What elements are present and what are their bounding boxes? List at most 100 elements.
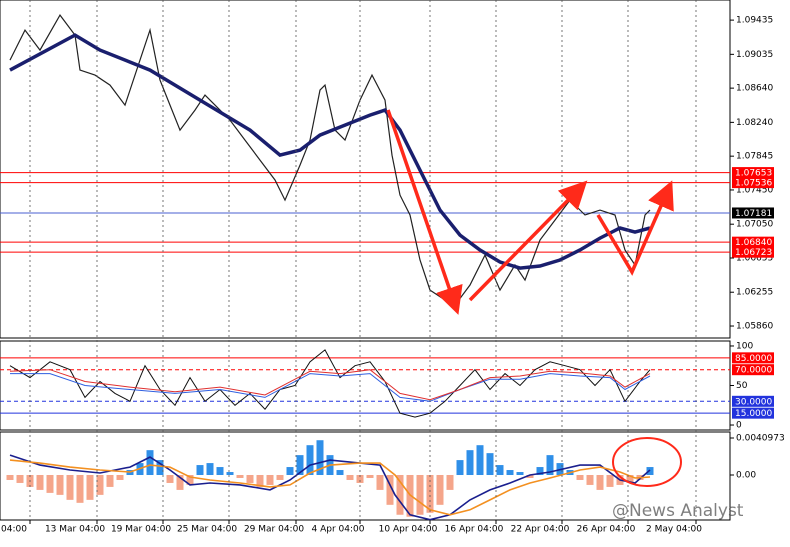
x-tick-label: 29 Mar 04:00: [244, 525, 304, 535]
y-tick-label: 1.07450: [736, 185, 773, 195]
level-label: 1.07181: [735, 209, 772, 219]
watermark: @News Analyst: [612, 501, 744, 521]
histogram-bar: [106, 475, 114, 487]
histogram-bar: [196, 465, 204, 476]
histogram-bar: [206, 463, 214, 476]
x-tick-label: 25 Mar 04:00: [177, 525, 237, 535]
y-tick-label: 100: [736, 341, 753, 351]
y-tick-label: 1.06655: [736, 253, 773, 263]
y-tick-label: 1.06255: [736, 288, 773, 298]
histogram-bar: [516, 472, 524, 476]
annotations: [386, 109, 682, 487]
histogram-bar: [226, 472, 234, 476]
arrow-up: [468, 180, 588, 302]
level-label: 1.07536: [735, 179, 772, 189]
histogram-bar: [166, 475, 174, 483]
histogram-bar: [266, 475, 274, 485]
x-tick-label: 16 Apr 04:00: [445, 525, 504, 535]
histogram-bar: [296, 455, 304, 476]
y-tick-label: 1.07050: [736, 220, 773, 230]
histogram-bar: [256, 475, 264, 487]
x-tick-label: 2 May 04:00: [646, 525, 702, 535]
histogram-bar: [486, 453, 494, 476]
histogram-bar: [336, 470, 344, 476]
histogram-bar: [546, 455, 554, 476]
histogram-bar: [186, 475, 194, 485]
level-label-box: [732, 395, 774, 407]
histogram-bar: [346, 475, 354, 480]
histogram-bar: [16, 475, 24, 483]
histogram-bar: [456, 460, 464, 476]
level-label-box: [732, 177, 774, 189]
level-label: 1.07653: [735, 169, 772, 179]
series-line: [9, 349, 651, 418]
level-label-box: [732, 407, 774, 419]
series-line: [10, 373, 651, 402]
x-tick-label: 04:00: [1, 525, 27, 535]
series-line: [9, 369, 651, 401]
histogram-bar: [6, 475, 14, 480]
x-tick-label: 4 Apr 04:00: [312, 525, 365, 535]
level-label: 85.0000: [735, 354, 772, 364]
histogram-bar: [36, 475, 44, 490]
histogram-bar: [46, 475, 54, 493]
y-tick-label: 1.07845: [736, 152, 773, 162]
oscillator-panel: [0, 340, 731, 431]
x-tick-label: 13 Mar 04:00: [45, 525, 105, 535]
histogram-bar: [466, 450, 474, 476]
histogram-bar: [236, 475, 244, 478]
histogram-bar: [66, 475, 74, 500]
x-tick-label: 26 Apr 04:00: [577, 525, 636, 535]
level-label: 1.06840: [735, 238, 772, 248]
y-tick-label: 1.09435: [736, 16, 773, 26]
histogram-bar: [146, 450, 154, 476]
histogram-bar: [396, 475, 404, 515]
histogram-bar: [306, 445, 314, 476]
arrow-zigzag: [596, 180, 674, 276]
histogram-bar: [416, 475, 424, 515]
histogram-bar: [496, 465, 504, 476]
y-tick-label: 1.08240: [736, 118, 773, 128]
histogram-bar: [96, 475, 104, 495]
histogram-bar: [376, 475, 384, 490]
x-tick-label: 10 Apr 04:00: [379, 525, 438, 535]
level-label-box: [732, 236, 774, 248]
highlight-circle: [612, 437, 682, 487]
histogram-bar: [626, 475, 634, 483]
histogram-bar: [436, 475, 444, 505]
price-panel: [0, 0, 731, 339]
histogram-bar: [576, 475, 584, 480]
histogram-bar: [536, 467, 544, 476]
histogram-bar: [116, 475, 124, 480]
histogram-bar: [276, 475, 284, 480]
histogram-bar: [156, 460, 164, 476]
y-tick-label: 0.00: [736, 471, 756, 481]
histogram-bar: [386, 475, 394, 505]
histogram-bar: [176, 475, 184, 490]
y-tick-label: 0.0040973: [736, 433, 785, 443]
level-label-box: [732, 167, 774, 179]
y-tick-label: 0: [736, 421, 742, 431]
histogram-bar: [446, 475, 454, 490]
histogram-bar: [476, 445, 484, 476]
x-tick-label: 22 Apr 04:00: [511, 525, 570, 535]
histogram-bar: [596, 475, 604, 490]
histogram-bar: [586, 475, 594, 485]
level-label-box: [732, 246, 774, 258]
histogram-bar: [606, 475, 614, 487]
histogram-bar: [86, 475, 94, 500]
histogram-bar: [76, 475, 84, 503]
series-line: [9, 454, 651, 521]
y-tick-label: 1.08640: [736, 84, 773, 94]
histogram-bar: [426, 475, 434, 513]
histogram-bar: [506, 470, 514, 476]
histogram-bar: [316, 440, 324, 476]
level-label-box: [732, 364, 774, 376]
y-tick-label: 1.09035: [736, 50, 773, 60]
level-label: 30.0000: [735, 397, 772, 407]
y-tick-label: 50: [736, 381, 748, 391]
histogram-bar: [366, 475, 374, 478]
series-line: [9, 33, 651, 270]
level-label: 70.0000: [735, 366, 772, 376]
